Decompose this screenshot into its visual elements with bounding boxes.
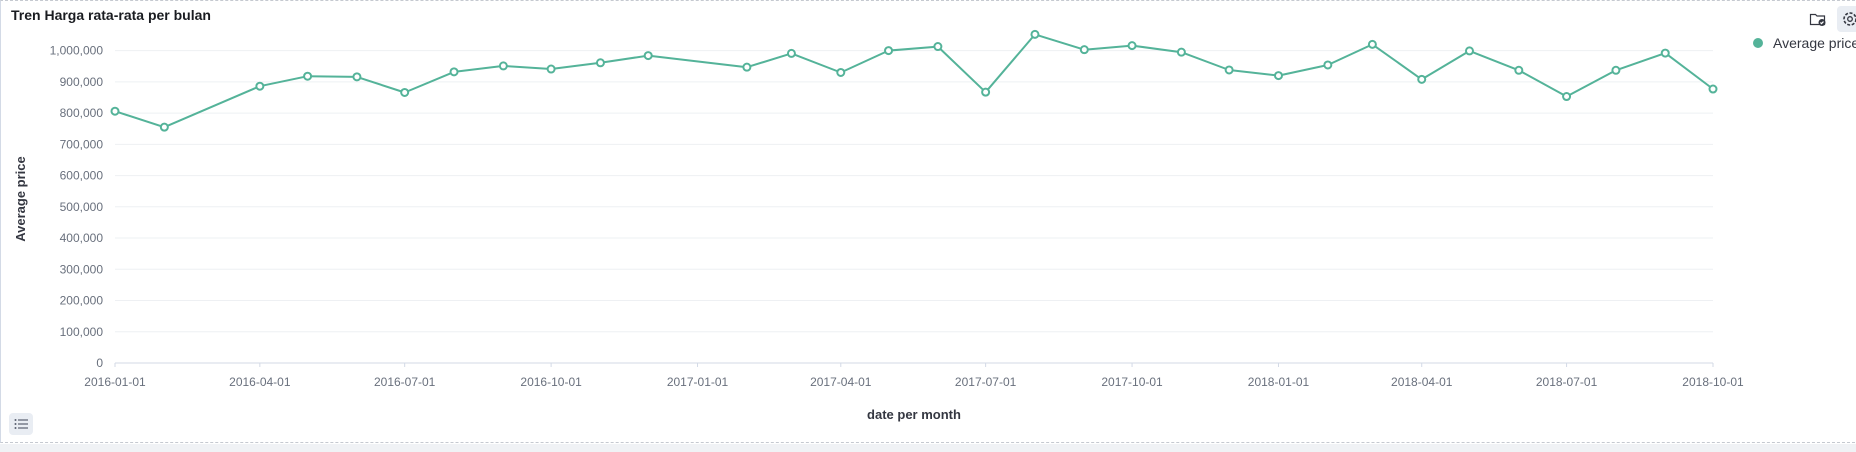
panel-bottom-strip <box>0 444 1856 452</box>
data-point[interactable] <box>400 87 410 97</box>
data-point[interactable] <box>546 64 556 74</box>
legend-color-dot <box>1753 38 1763 48</box>
data-point[interactable] <box>933 42 943 52</box>
panel-actions <box>1805 5 1856 33</box>
data-point[interactable] <box>1079 45 1089 55</box>
data-point[interactable] <box>498 61 508 71</box>
gear-icon[interactable] <box>1837 6 1856 32</box>
data-point[interactable] <box>1660 48 1670 58</box>
line-chart: 0 100,000 200,000 300,000 400,000 500,000 600,… <box>13 29 1744 422</box>
folder-check-icon[interactable] <box>1805 6 1831 32</box>
data-point[interactable] <box>1030 29 1040 39</box>
data-point[interactable] <box>449 67 459 77</box>
y-tick-label: 400,000 <box>60 231 104 245</box>
data-point[interactable] <box>981 87 991 97</box>
x-tick-label: 2016-04-01 <box>229 375 291 389</box>
data-point[interactable] <box>255 81 265 91</box>
data-point[interactable] <box>1176 47 1186 57</box>
y-tick-label: 500,000 <box>60 200 104 214</box>
data-point[interactable] <box>786 48 796 58</box>
data-point[interactable] <box>1273 71 1283 81</box>
legend-label: Average price <box>1773 35 1856 51</box>
data-point[interactable] <box>1464 46 1474 56</box>
x-tick-label: 2017-07-01 <box>955 375 1017 389</box>
series-line <box>114 33 1714 129</box>
data-point[interactable] <box>1127 41 1137 51</box>
panel-title: Tren Harga rata-rata per bulan <box>11 7 211 23</box>
x-tick-label: 2018-10-01 <box>1682 375 1744 389</box>
x-tick-label: 2018-07-01 <box>1536 375 1598 389</box>
data-point[interactable] <box>352 72 362 82</box>
data-point[interactable] <box>1514 65 1524 75</box>
data-point[interactable] <box>110 106 120 116</box>
data-point[interactable] <box>1367 39 1377 49</box>
data-point[interactable] <box>595 58 605 68</box>
legend-toggle-button[interactable] <box>9 413 33 435</box>
y-tick-label: 900,000 <box>60 75 104 89</box>
x-tick-label: 2016-07-01 <box>374 375 436 389</box>
data-point[interactable] <box>836 67 846 77</box>
x-tick-label: 2017-01-01 <box>667 375 729 389</box>
data-point[interactable] <box>159 122 169 132</box>
x-tick-label: 2018-01-01 <box>1248 375 1310 389</box>
x-tick-label: 2016-10-01 <box>520 375 582 389</box>
y-tick-label: 300,000 <box>60 262 104 276</box>
data-point[interactable] <box>884 46 894 56</box>
x-tick-label: 2017-04-01 <box>810 375 872 389</box>
data-point[interactable] <box>742 62 752 72</box>
data-point[interactable] <box>1708 84 1718 94</box>
x-tick-label: 2016-01-01 <box>84 375 146 389</box>
data-point[interactable] <box>1417 74 1427 84</box>
y-tick-label: 1,000,000 <box>50 44 104 58</box>
x-tick-label: 2017-10-01 <box>1101 375 1163 389</box>
data-point[interactable] <box>1323 60 1333 70</box>
y-tick-label: 700,000 <box>60 137 104 151</box>
y-tick-label: 100,000 <box>60 325 104 339</box>
data-point[interactable] <box>1611 65 1621 75</box>
y-tick-label: 600,000 <box>60 169 104 183</box>
data-point[interactable] <box>1562 92 1572 102</box>
data-point[interactable] <box>643 51 653 61</box>
x-axis-title: date per month <box>867 407 961 422</box>
x-tick-label: 2018-04-01 <box>1391 375 1453 389</box>
y-tick-label: 0 <box>96 356 103 370</box>
data-point[interactable] <box>1224 65 1234 75</box>
data-point[interactable] <box>303 71 313 81</box>
list-icon <box>14 419 28 429</box>
y-tick-label: 800,000 <box>60 106 104 120</box>
y-tick-label: 200,000 <box>60 294 104 308</box>
legend-item[interactable]: Average price <box>1753 35 1856 51</box>
y-axis-title: Average price <box>13 156 28 242</box>
